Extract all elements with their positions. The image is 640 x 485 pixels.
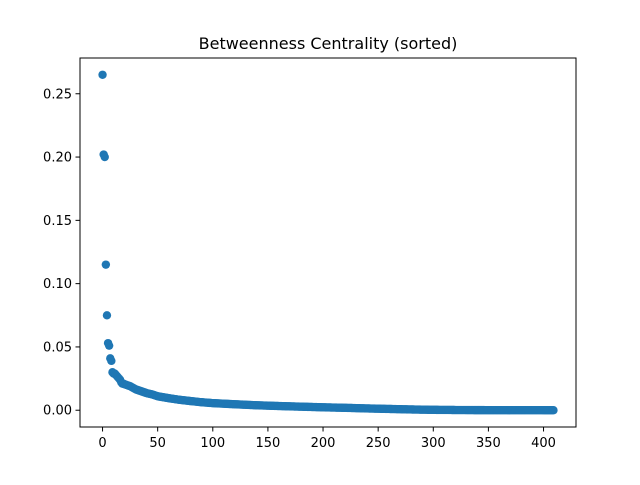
data-point: [100, 152, 109, 162]
data-point: [102, 311, 112, 320]
data-point: [101, 260, 111, 269]
x-tick-label: 50: [149, 436, 166, 451]
x-tick-label: 300: [421, 436, 446, 451]
data-point: [104, 341, 114, 350]
y-axis: 0.00 0.05 0.10 0.15 0.20 0.25: [43, 87, 80, 419]
y-tick-label: 0.25: [43, 87, 72, 102]
x-axis: 0 50 100 150 200 250 300 350 400: [98, 427, 556, 451]
data-point: [549, 406, 558, 415]
y-tick-label: 0.05: [43, 340, 72, 355]
data-point: [107, 356, 116, 366]
y-tick-label: 0.10: [43, 277, 72, 292]
y-tick-label: 0.15: [43, 214, 72, 229]
x-tick-label: 250: [366, 436, 391, 451]
y-tick-label: 0.00: [43, 404, 72, 419]
x-tick-label: 400: [531, 436, 556, 451]
x-tick-label: 0: [98, 436, 106, 451]
data-point: [98, 70, 107, 79]
x-tick-label: 350: [476, 436, 501, 451]
chart-title: Betweenness Centrality (sorted): [199, 34, 458, 53]
x-tick-label: 150: [256, 436, 281, 451]
data-points: [98, 70, 558, 415]
plot-area-frame: [79, 57, 577, 428]
x-tick-label: 200: [311, 436, 336, 451]
x-tick-label: 100: [200, 436, 225, 451]
y-tick-label: 0.20: [43, 151, 72, 166]
